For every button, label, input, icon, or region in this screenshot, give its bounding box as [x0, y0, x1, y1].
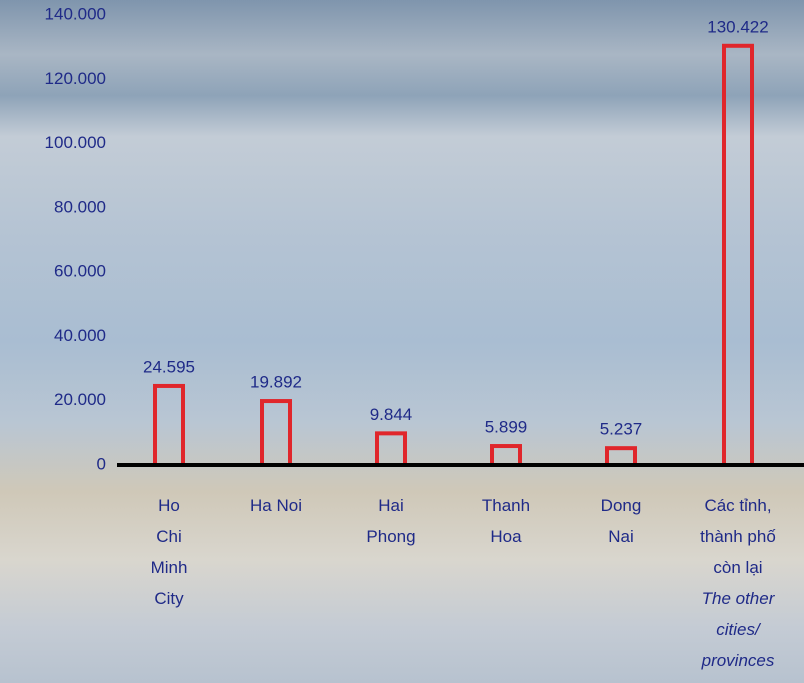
- category-text: Dong Nai: [600, 496, 642, 546]
- value-label: 5.237: [600, 420, 643, 439]
- value-label: 19.892: [250, 373, 302, 392]
- x-tick-label: Ho Chi Minh City: [144, 490, 194, 614]
- x-tick-label: Dong Nai: [591, 490, 651, 552]
- x-tick-label: Thanh Hoa: [471, 490, 541, 552]
- bar: [375, 431, 407, 468]
- bar: [722, 43, 754, 467]
- bar: [153, 383, 185, 467]
- x-tick-label: Các tỉnh, thành phố còn lại The other cit…: [688, 490, 788, 676]
- category-text: Thanh Hoa: [481, 496, 531, 546]
- x-tick-label: Ha Noi: [236, 490, 316, 521]
- category-text: Ha Noi: [250, 496, 302, 515]
- bar: [490, 444, 522, 468]
- y-tick-label: 140.000: [45, 4, 106, 23]
- y-tick-label: 20.000: [54, 390, 106, 409]
- value-label: 24.595: [143, 357, 195, 376]
- y-tick-label: 40.000: [54, 326, 106, 345]
- y-tick-label: 60.000: [54, 262, 106, 281]
- y-tick-label: 0: [97, 454, 106, 473]
- x-tick-label: Hai Phong: [356, 490, 426, 552]
- value-label: 9.844: [370, 405, 413, 424]
- bar: [605, 446, 637, 467]
- y-tick-label: 120.000: [45, 69, 106, 88]
- value-label: 5.899: [485, 418, 528, 437]
- category-text: Ho Chi Minh City: [150, 496, 188, 608]
- y-tick-label: 80.000: [54, 197, 106, 216]
- category-text: Hai Phong: [366, 496, 416, 546]
- value-label: 130.422: [707, 17, 768, 36]
- category-english: The other cities/ provinces: [701, 589, 775, 670]
- category-text: Các tỉnh, thành phố còn lại: [700, 496, 776, 577]
- bar: [260, 399, 292, 468]
- y-tick-label: 100.000: [45, 133, 106, 152]
